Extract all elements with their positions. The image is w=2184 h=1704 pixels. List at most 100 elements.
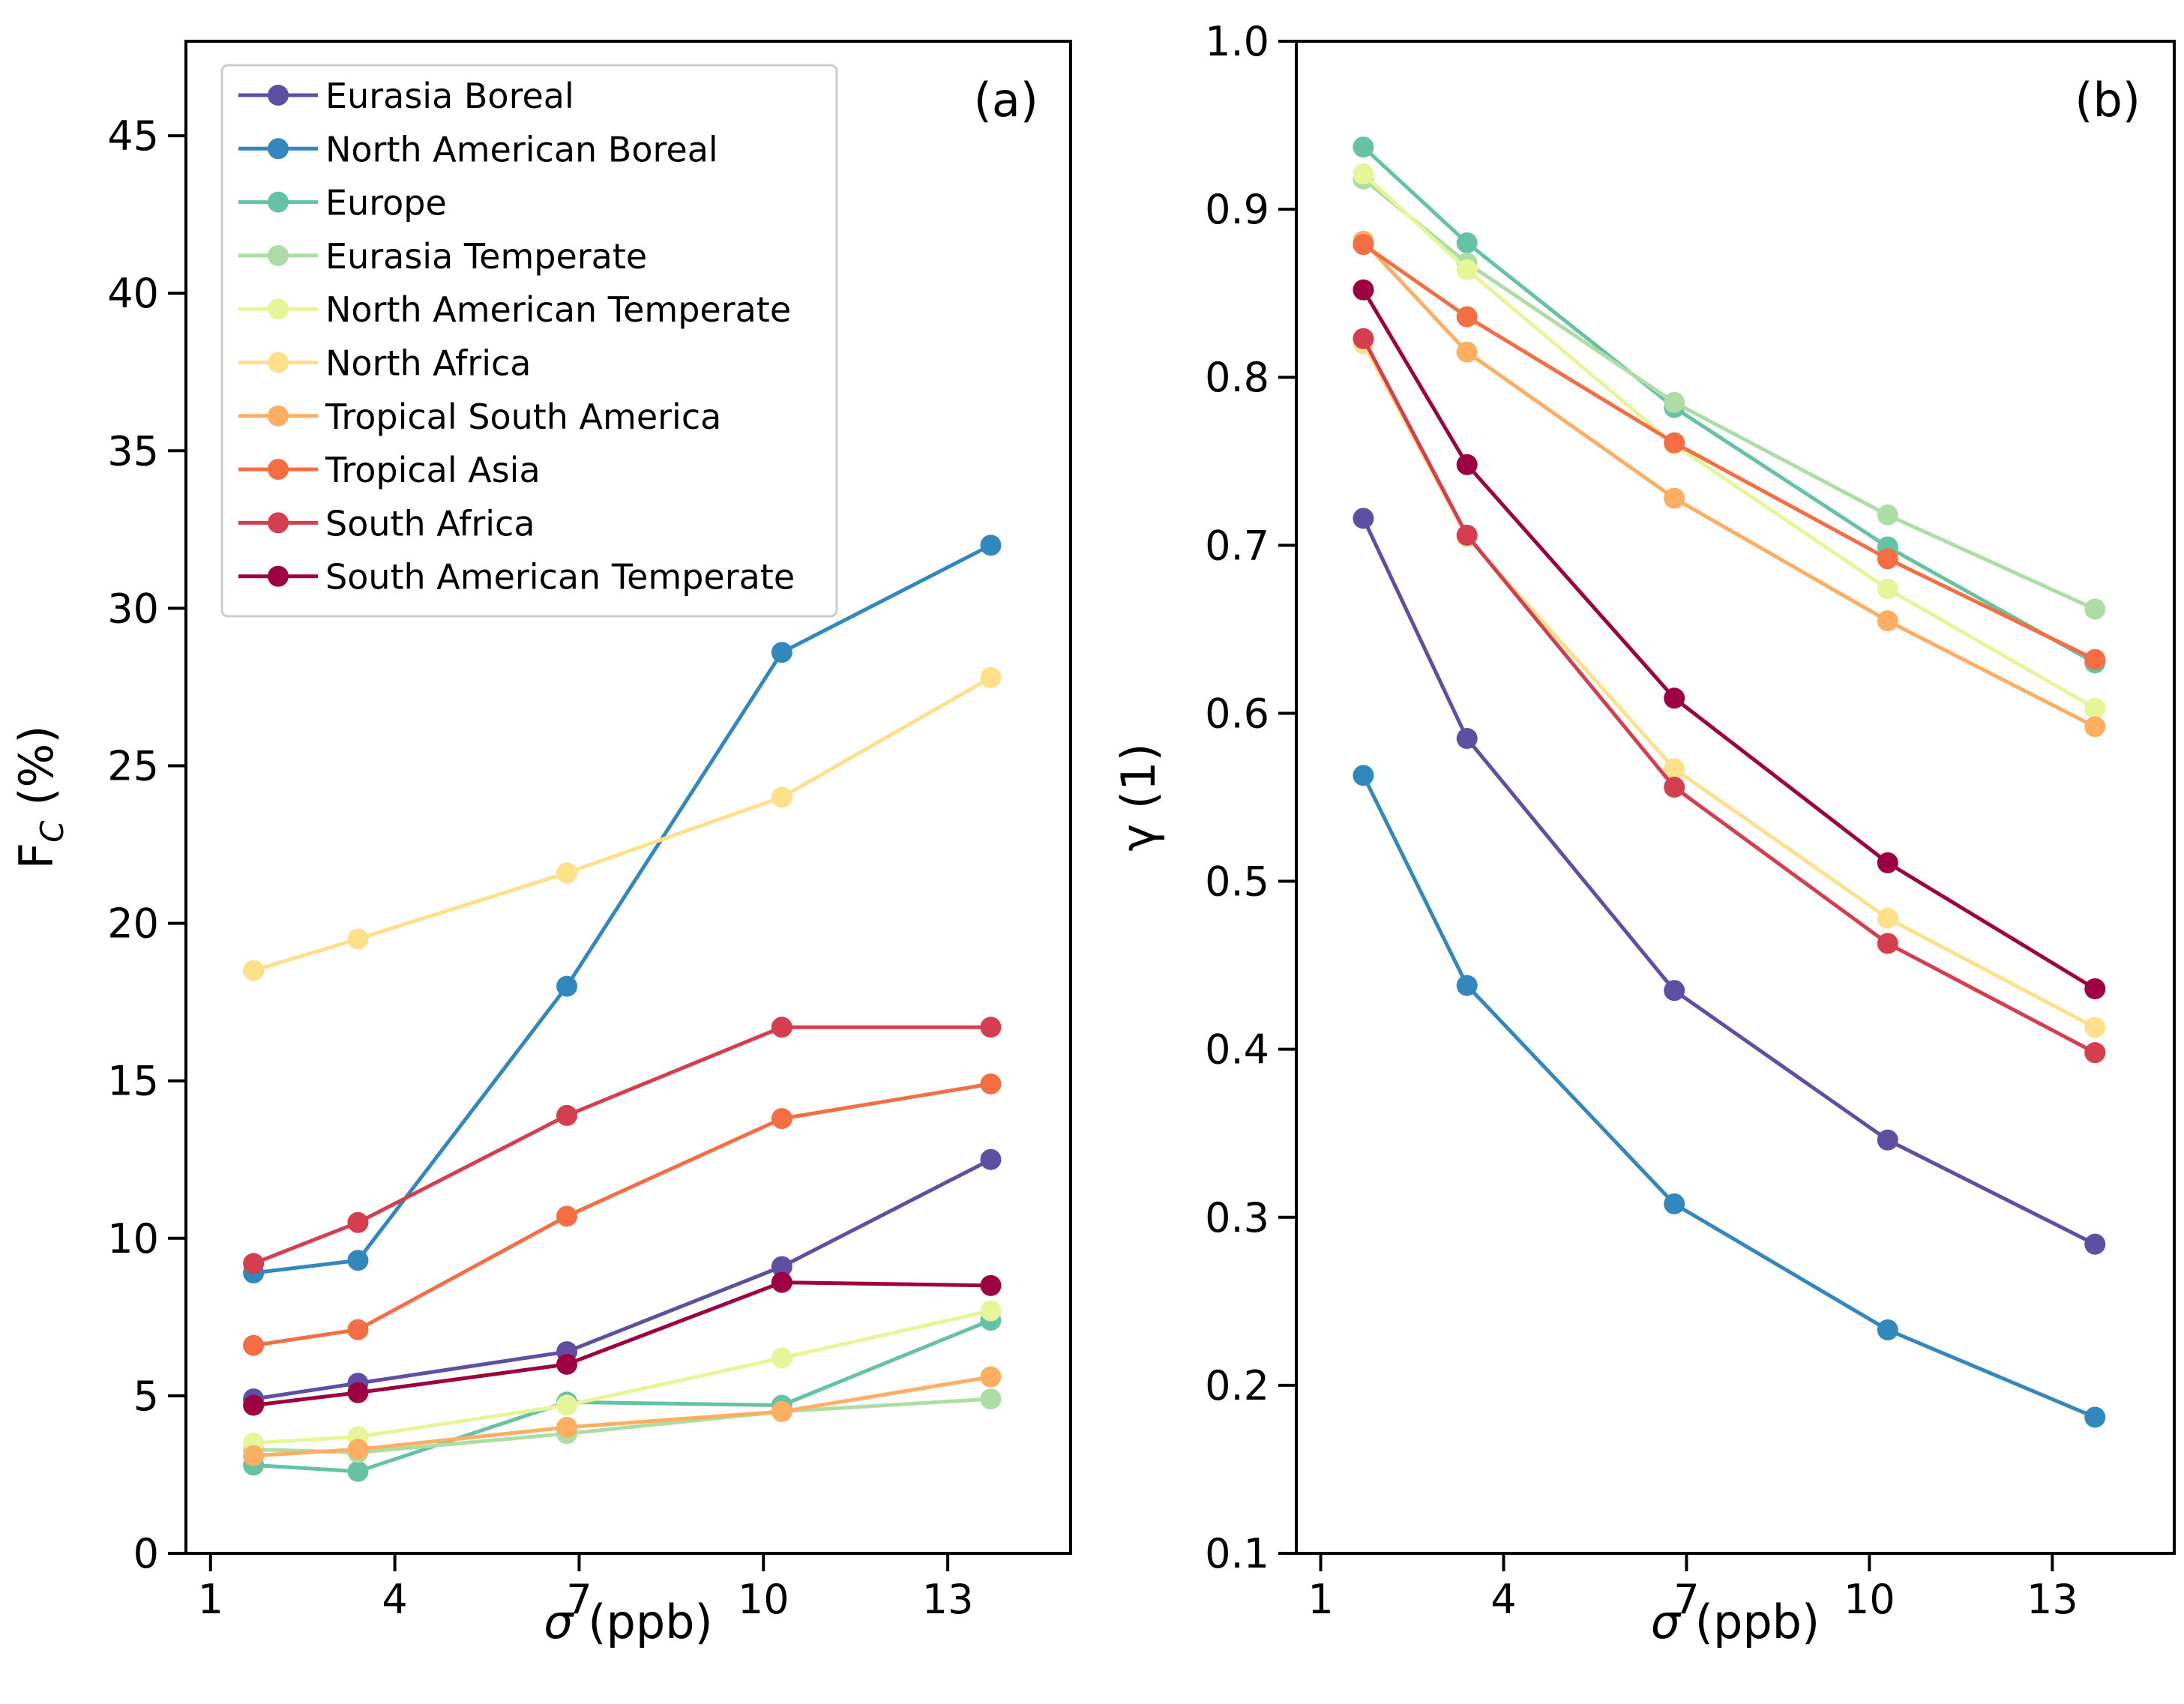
data-point bbox=[1353, 765, 1374, 786]
data-point bbox=[243, 1334, 265, 1356]
panel-label: (b) bbox=[2075, 73, 2141, 127]
legend-label: North Africa bbox=[325, 343, 531, 384]
legend-marker bbox=[268, 138, 289, 160]
y-axis-label-unit: (%) bbox=[9, 726, 64, 821]
legend-entry: Eurasia Boreal bbox=[238, 76, 574, 116]
legend-label: South Africa bbox=[325, 503, 535, 544]
legend-marker bbox=[268, 85, 289, 106]
y-axis-label-main: γ (1) bbox=[1111, 743, 1166, 851]
series-tropical-south-america bbox=[243, 1366, 1002, 1466]
data-point bbox=[771, 1271, 792, 1293]
data-point bbox=[347, 928, 369, 950]
x-axis-label: σ (ppb) bbox=[1651, 1595, 1820, 1649]
x-tick-label: 10 bbox=[1844, 1576, 1895, 1623]
series-tropical-south-america bbox=[1353, 230, 2106, 738]
data-point bbox=[1664, 487, 1685, 509]
series-line bbox=[1362, 774, 2096, 1419]
data-point bbox=[980, 1388, 1002, 1410]
data-point bbox=[1353, 508, 1374, 529]
series-line bbox=[253, 544, 992, 1275]
data-point bbox=[1456, 975, 1478, 996]
y-tick-label: 10 bbox=[107, 1215, 159, 1262]
data-point bbox=[243, 1253, 265, 1274]
legend-entry: North American Temperate bbox=[238, 289, 791, 330]
legend-marker bbox=[268, 405, 289, 427]
y-tick-label: 0.5 bbox=[1205, 858, 1269, 906]
data-point bbox=[1877, 852, 1898, 873]
x-tick-label: 1 bbox=[198, 1576, 223, 1623]
y-tick-label: 1.0 bbox=[1205, 18, 1269, 65]
x-tick-label: 4 bbox=[382, 1576, 407, 1623]
y-tick-label: 35 bbox=[107, 427, 159, 475]
data-point bbox=[771, 1347, 792, 1369]
panel-b: 1 4 7 10 13 0.1 0.2 0.3 0.4 0.5 0.6 0.7 0.8 0.9 1.0 σ (… bbox=[1111, 18, 2176, 1649]
legend: Eurasia Boreal North American Boreal Europ… bbox=[220, 64, 838, 618]
legend-label: Europe bbox=[325, 183, 447, 223]
series-tropical-asia bbox=[1353, 234, 2106, 670]
data-point bbox=[980, 1148, 1002, 1170]
y-tick-label: 0.4 bbox=[1205, 1026, 1269, 1074]
legend-label: South American Temperate bbox=[325, 557, 795, 597]
data-point bbox=[556, 1394, 578, 1416]
x-axis-label-symbol: σ bbox=[544, 1595, 574, 1649]
legend-label: Eurasia Boreal bbox=[325, 76, 574, 116]
x-tick-label: 4 bbox=[1490, 1576, 1516, 1623]
y-axis-label-main: F bbox=[9, 843, 64, 870]
series-north-american-boreal bbox=[1353, 765, 2106, 1428]
data-point bbox=[1877, 610, 1898, 632]
data-point bbox=[2084, 978, 2106, 999]
data-point bbox=[980, 1366, 1002, 1388]
legend-marker bbox=[268, 298, 289, 320]
data-point bbox=[1664, 687, 1685, 709]
data-point bbox=[2084, 716, 2106, 738]
data-point bbox=[980, 1274, 1002, 1296]
data-point bbox=[347, 1460, 369, 1482]
legend-label: Tropical South America bbox=[325, 397, 721, 437]
data-point bbox=[1353, 234, 1374, 256]
data-point bbox=[980, 1300, 1002, 1322]
legend-marker bbox=[268, 244, 289, 266]
data-point bbox=[2084, 1233, 2106, 1255]
legend-label: Tropical Asia bbox=[325, 450, 541, 490]
y-tick-label: 5 bbox=[133, 1373, 159, 1420]
x-tick-label: 7 bbox=[566, 1576, 592, 1623]
legend-label: Eurasia Temperate bbox=[325, 236, 647, 277]
data-point bbox=[980, 666, 1002, 688]
series-line bbox=[253, 1157, 992, 1401]
data-point bbox=[1664, 777, 1685, 798]
data-point bbox=[347, 1382, 369, 1403]
data-point bbox=[771, 1017, 792, 1038]
data-point bbox=[556, 862, 578, 884]
data-point bbox=[2084, 697, 2106, 719]
x-axis-label-unit: (ppb) bbox=[1680, 1595, 1820, 1649]
data-point bbox=[1877, 1319, 1898, 1340]
data-point bbox=[2084, 1406, 2106, 1428]
series-line bbox=[1362, 172, 2096, 710]
data-point bbox=[771, 1108, 792, 1130]
data-point bbox=[1664, 1193, 1685, 1214]
x-tick-label: 13 bbox=[2027, 1576, 2078, 1623]
data-point bbox=[1877, 504, 1898, 526]
legend-label: North American Boreal bbox=[325, 129, 718, 169]
series-north-american-boreal bbox=[243, 535, 1002, 1284]
series-line bbox=[253, 675, 992, 973]
series-tropical-asia bbox=[243, 1073, 1002, 1356]
y-axis-label: γ (1) bbox=[1111, 743, 1166, 851]
y-tick-label: 0.2 bbox=[1205, 1362, 1269, 1409]
data-point bbox=[1353, 279, 1374, 301]
data-point bbox=[1456, 232, 1478, 253]
data-point bbox=[2084, 598, 2106, 620]
y-tick-label: 25 bbox=[107, 742, 159, 789]
data-point bbox=[243, 960, 265, 981]
x-tick-label: 10 bbox=[738, 1576, 789, 1623]
panel-label: (a) bbox=[974, 73, 1038, 127]
data-point bbox=[2084, 1042, 2106, 1064]
series-north-africa bbox=[1353, 333, 2106, 1038]
panel-a: 1 4 7 10 13 0 5 10 15 20 25 30 35 40 45 σ (ppb) FC (%) (a… bbox=[9, 40, 1072, 1649]
legend-entry: North American Boreal bbox=[238, 129, 718, 169]
data-point bbox=[556, 1353, 578, 1375]
legend-marker bbox=[268, 352, 289, 373]
series-south-africa bbox=[1353, 328, 2106, 1064]
y-tick-label: 15 bbox=[107, 1058, 159, 1105]
